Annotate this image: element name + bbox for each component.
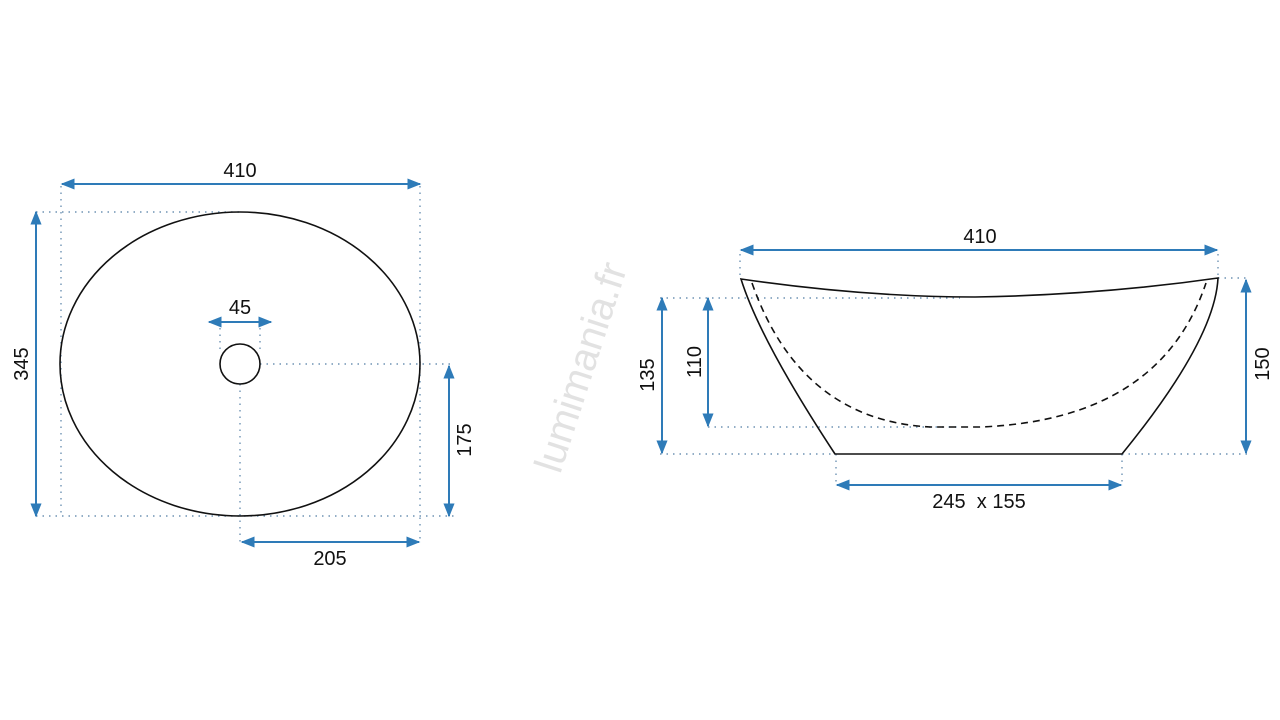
basin-outline-side [739,277,1219,455]
inner-bowl-profile [751,282,1207,428]
width-label: 410 [223,160,256,182]
extension-line [36,186,455,542]
rim-height-label: 135 [637,358,659,391]
side-view: 410 150 135 110 245 x 155 [637,226,1274,513]
base-label: 245 x 155 [932,491,1025,513]
depth-label: 345 [11,347,33,380]
drain-offset-x-label: 205 [313,548,346,570]
drain-offset-y-label: 175 [454,423,476,456]
top-view: 410 345 45 175 205 [11,160,476,570]
watermark: lumimania.fr [527,257,636,478]
drain-hole [219,343,261,385]
basin-outline-top [59,211,421,517]
drain-label: 45 [229,297,251,319]
side-width-label: 410 [963,226,996,248]
inner-depth-label: 110 [684,346,706,378]
height-label: 150 [1252,347,1274,380]
extension-line [660,254,1250,486]
